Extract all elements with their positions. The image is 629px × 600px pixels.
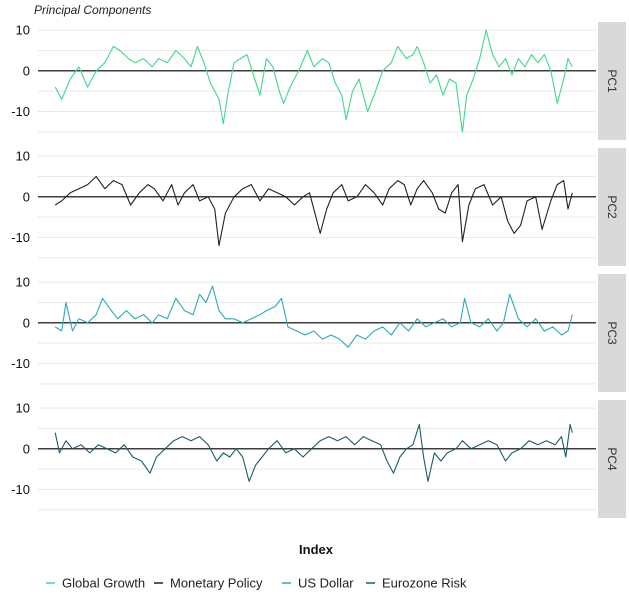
y-tick-label: 10: [16, 275, 30, 290]
facet-strip-label: PC4: [605, 447, 619, 471]
legend-label: US Dollar: [298, 576, 354, 591]
facet-strip: [598, 400, 626, 518]
facet-strip-label: PC1: [605, 69, 619, 93]
y-tick-label: -10: [11, 104, 30, 119]
y-tick-label: 10: [16, 23, 30, 38]
y-tick-label: 10: [16, 401, 30, 416]
series-line-pc2: [54, 175, 573, 247]
series-line-pc1: [54, 29, 573, 133]
y-tick-label: 10: [16, 149, 30, 164]
facet-strip-label: PC3: [605, 321, 619, 345]
legend-item: Global Growth: [46, 576, 145, 591]
facet-strip: [598, 148, 626, 266]
y-tick-label: -10: [11, 356, 30, 371]
facet-strip-label: PC2: [605, 195, 619, 219]
y-tick-label: -10: [11, 482, 30, 497]
x-axis-label: Index: [299, 542, 334, 557]
legend-label: Eurozone Risk: [382, 576, 467, 591]
chart-panels: -10 0 10 PC1 -10 0 10 PC2 -10 0 10 PC3 -10 0 10 PC4: [11, 22, 626, 518]
series-line-pc3: [54, 285, 573, 348]
panel-pc4: -10 0 10 PC4: [11, 400, 626, 518]
panel-pc1: -10 0 10 PC1: [11, 22, 626, 140]
legend-label: Monetary Policy: [170, 576, 263, 591]
y-tick-label: 0: [23, 63, 30, 78]
legend-item: Eurozone Risk: [366, 576, 467, 591]
y-tick-label: 0: [23, 315, 30, 330]
y-tick-label: -10: [11, 230, 30, 245]
panel-pc2: -10 0 10 PC2: [11, 148, 626, 266]
legend-label: Global Growth: [62, 576, 145, 591]
legend: Global Growth Monetary Policy US Dollar Eur…: [46, 576, 467, 591]
facet-strip: [598, 274, 626, 392]
legend-item: Monetary Policy: [154, 576, 263, 591]
facet-strip: [598, 22, 626, 140]
panel-pc3: -10 0 10 PC3: [11, 274, 626, 392]
y-tick-label: 0: [23, 441, 30, 456]
series-line-pc4: [54, 423, 573, 482]
chart-title: Principal Components: [34, 3, 151, 17]
legend-item: US Dollar: [282, 576, 354, 591]
y-tick-label: 0: [23, 189, 30, 204]
